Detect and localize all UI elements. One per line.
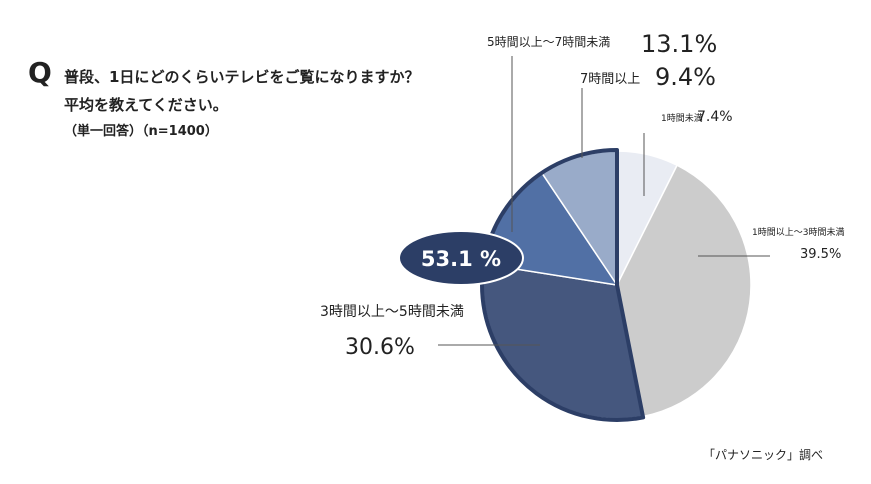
highlight-badge <box>398 230 524 286</box>
highlight-total-label: 53.1 % <box>421 247 501 271</box>
slice-label-3: 3時間以上〜5時間未満 <box>320 304 464 320</box>
slice-label-1: 1時間未満 <box>661 112 703 124</box>
slice-label-2: 1時間以上〜3時間未満 <box>752 226 844 238</box>
slice-value-5: 9.4% <box>655 63 716 91</box>
slice-label-5: 7時間以上 <box>580 72 640 87</box>
slice-value-1: 7.4% <box>697 109 733 125</box>
question-text-line2: 平均を教えてください。 <box>64 96 228 114</box>
pie-slice-2 <box>616 164 752 418</box>
slice-value-2: 39.5% <box>800 247 841 262</box>
slice-value-3: 30.6% <box>345 335 415 360</box>
slice-label-4: 5時間以上〜7時間未満 <box>487 35 610 49</box>
slice-value-4: 13.1% <box>641 30 717 58</box>
source-note: 「パナソニック」調べ <box>703 448 824 462</box>
question-mark: Q <box>28 56 52 89</box>
question-text-line1: 普段、1日にどのくらいテレビをご覧になりますか？ <box>64 68 420 86</box>
highlight-outline <box>480 148 646 422</box>
question-note: （単一回答）（n=1400） <box>64 124 218 139</box>
